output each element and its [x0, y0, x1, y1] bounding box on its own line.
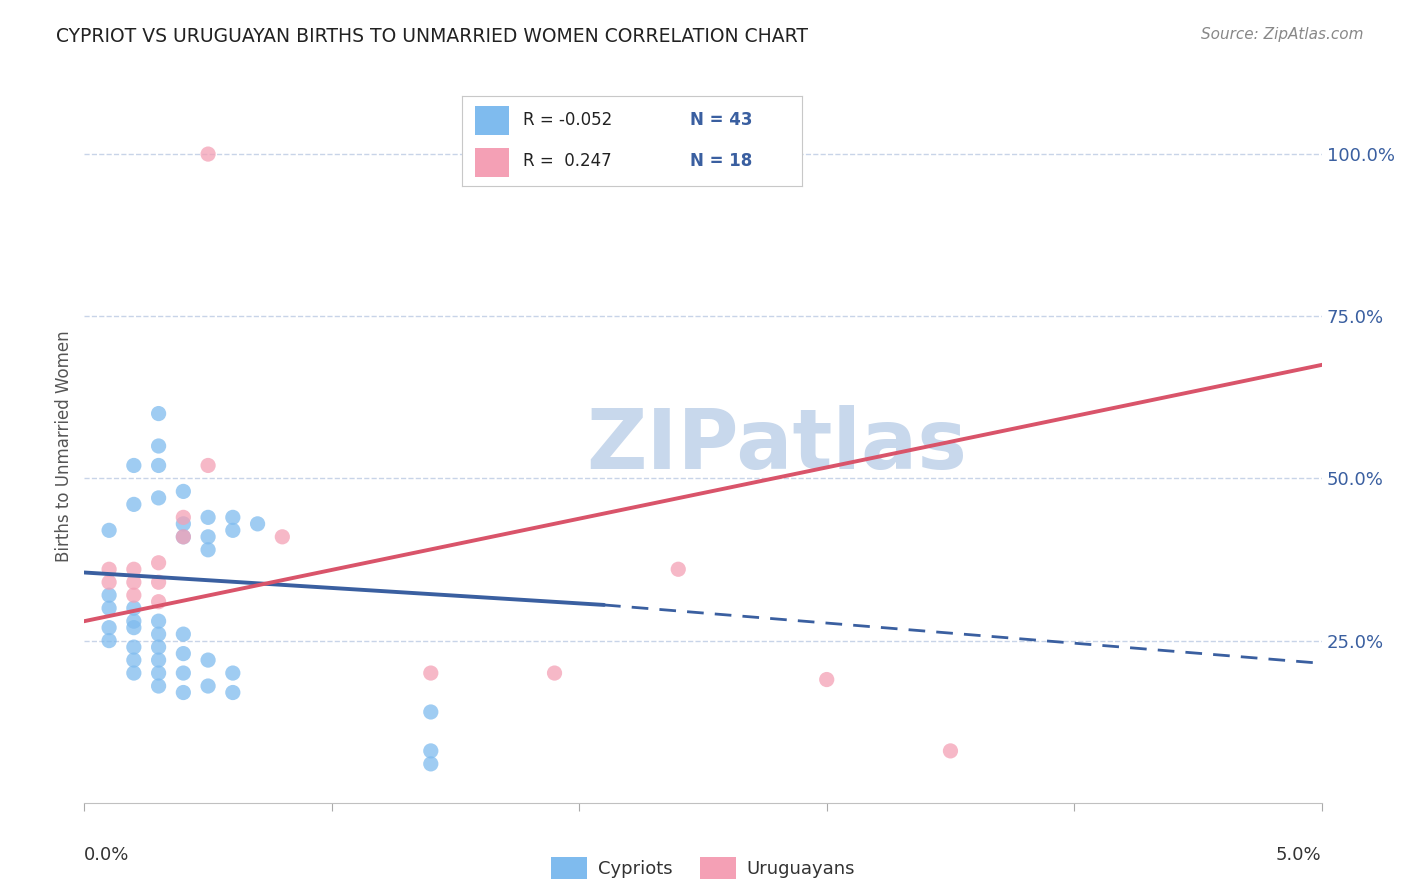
Point — [98, 562, 121, 576]
Point — [246, 516, 269, 531]
Point — [122, 621, 145, 635]
Point — [197, 653, 219, 667]
Point — [172, 530, 194, 544]
Text: ZIPatlas: ZIPatlas — [586, 406, 967, 486]
Point — [148, 491, 170, 505]
Point — [98, 621, 121, 635]
Point — [197, 458, 219, 473]
Point — [122, 614, 145, 628]
Point — [98, 575, 121, 590]
Point — [172, 530, 194, 544]
Point — [122, 562, 145, 576]
Point — [122, 497, 145, 511]
Point — [197, 679, 219, 693]
Point — [122, 666, 145, 681]
Point — [222, 685, 245, 699]
Point — [98, 633, 121, 648]
Point — [172, 510, 194, 524]
Point — [222, 524, 245, 538]
Point — [122, 575, 145, 590]
Point — [172, 484, 194, 499]
Point — [148, 640, 170, 654]
Text: CYPRIOT VS URUGUAYAN BIRTHS TO UNMARRIED WOMEN CORRELATION CHART: CYPRIOT VS URUGUAYAN BIRTHS TO UNMARRIED… — [56, 27, 808, 45]
Point — [197, 542, 219, 557]
Point — [172, 647, 194, 661]
Point — [172, 516, 194, 531]
Point — [122, 653, 145, 667]
Point — [543, 666, 565, 681]
Point — [148, 627, 170, 641]
Point — [815, 673, 838, 687]
Point — [148, 666, 170, 681]
Point — [148, 614, 170, 628]
Point — [122, 588, 145, 602]
Point — [122, 640, 145, 654]
Point — [197, 530, 219, 544]
Point — [197, 147, 219, 161]
Point — [122, 601, 145, 615]
Point — [148, 556, 170, 570]
Point — [148, 595, 170, 609]
Point — [98, 524, 121, 538]
Point — [419, 666, 441, 681]
Point — [172, 685, 194, 699]
Point — [148, 458, 170, 473]
Point — [197, 510, 219, 524]
Text: 5.0%: 5.0% — [1277, 846, 1322, 863]
Point — [419, 756, 441, 771]
Point — [172, 666, 194, 681]
Point — [419, 744, 441, 758]
Point — [939, 744, 962, 758]
Point — [419, 705, 441, 719]
Point — [148, 407, 170, 421]
Point — [172, 627, 194, 641]
Point — [222, 510, 245, 524]
Point — [148, 575, 170, 590]
Point — [148, 439, 170, 453]
Point — [148, 653, 170, 667]
Text: 0.0%: 0.0% — [84, 846, 129, 863]
Point — [271, 530, 294, 544]
Y-axis label: Births to Unmarried Women: Births to Unmarried Women — [55, 330, 73, 562]
Point — [98, 601, 121, 615]
Legend: Cypriots, Uruguayans: Cypriots, Uruguayans — [544, 850, 862, 887]
Point — [98, 588, 121, 602]
Point — [222, 666, 245, 681]
Point — [666, 562, 689, 576]
Point — [122, 458, 145, 473]
Point — [148, 679, 170, 693]
Text: Source: ZipAtlas.com: Source: ZipAtlas.com — [1201, 27, 1364, 42]
